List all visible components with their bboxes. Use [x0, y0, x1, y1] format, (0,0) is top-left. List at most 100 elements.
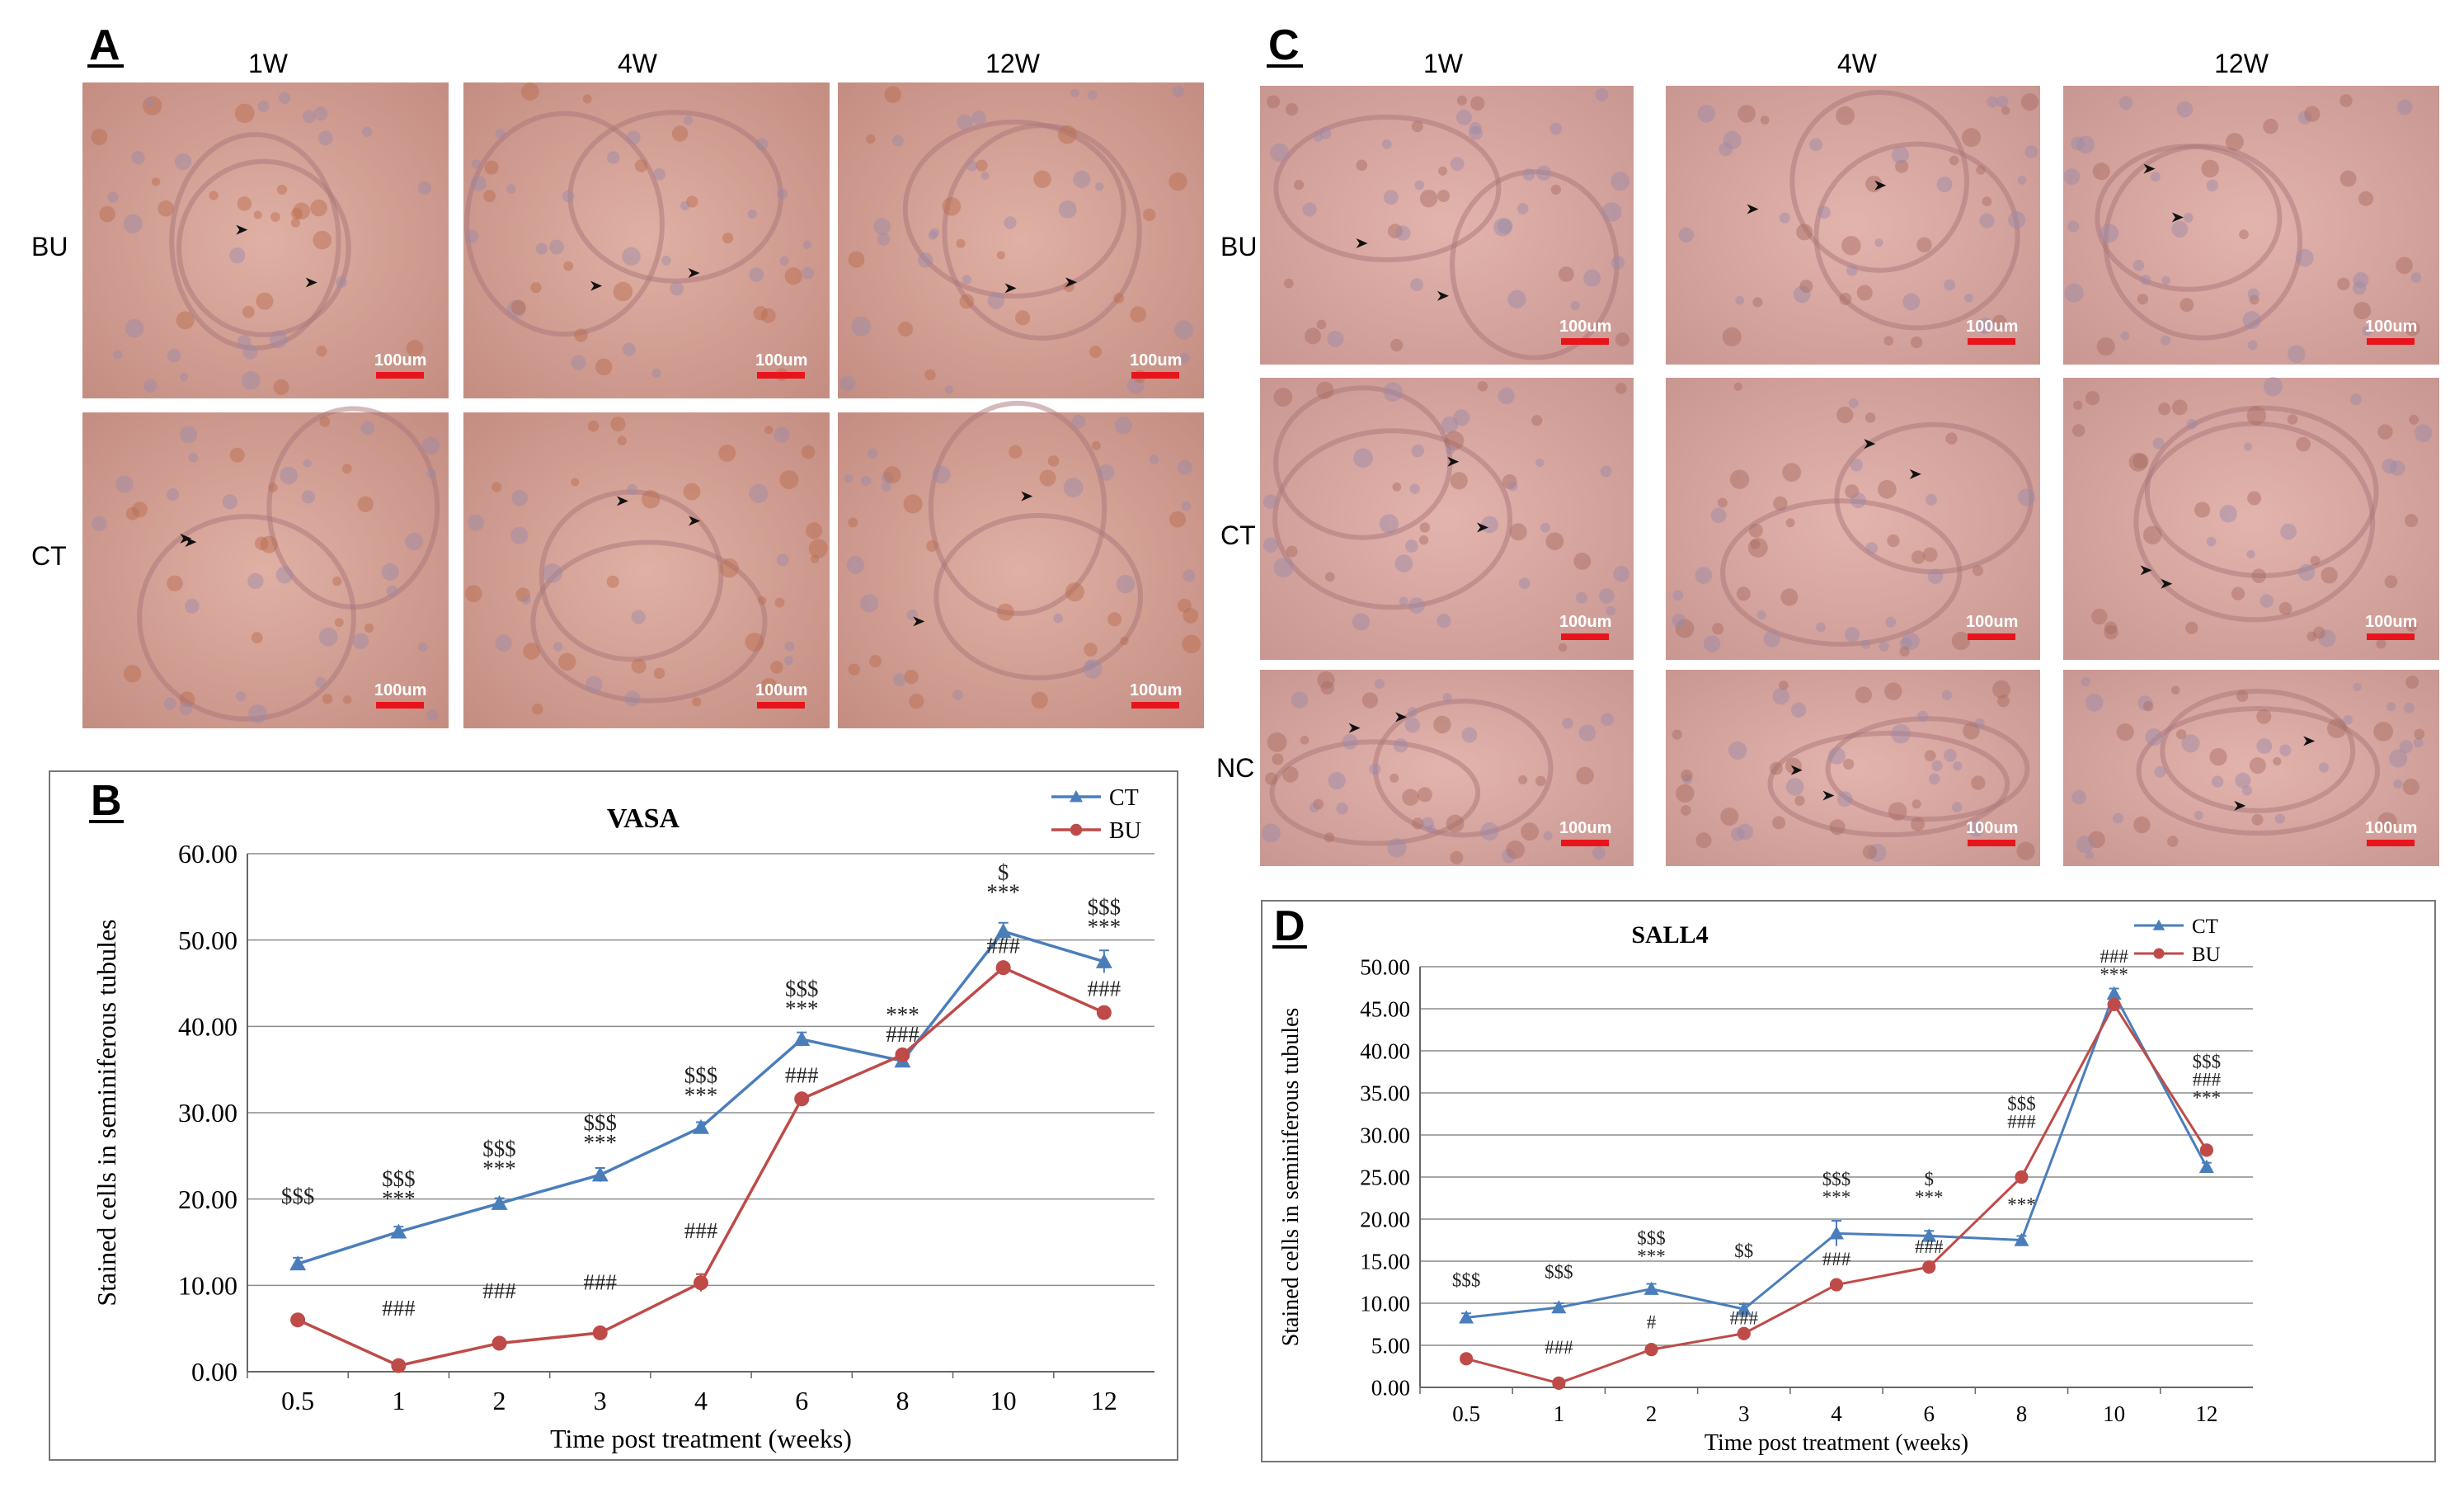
- cell-nucleus: [1943, 748, 1957, 762]
- chart-b-series-bu-point: [391, 1358, 407, 1373]
- tile-c-bu-4w: 100um: [1666, 86, 2040, 365]
- cell-nucleus: [802, 240, 812, 249]
- cell-nucleus: [1174, 320, 1194, 340]
- panel-a-row-ct: CT: [31, 541, 67, 571]
- cell-nucleus: [1317, 671, 1335, 690]
- cell-nucleus: [1320, 680, 1334, 695]
- tubule-outline: [2136, 706, 2380, 836]
- cell-nucleus: [1682, 774, 1693, 784]
- cell-nucleus: [631, 658, 647, 674]
- cell-nucleus: [1878, 479, 1897, 499]
- cell-nucleus: [143, 379, 158, 393]
- cell-nucleus: [1518, 577, 1531, 589]
- tubule-outline: [169, 132, 341, 351]
- chart-d-series-ct-point: [1736, 1302, 1752, 1316]
- cell-nucleus: [2225, 133, 2244, 152]
- chart-b-title: VASA: [607, 803, 680, 834]
- chart-d-significance-label: $$$: [2007, 1093, 2036, 1114]
- cell-nucleus: [1760, 115, 1770, 125]
- chart-b-frame: [49, 770, 1178, 1461]
- cell-nucleus: [1442, 692, 1452, 703]
- cell-nucleus: [783, 656, 793, 666]
- cell-nucleus: [313, 230, 332, 250]
- cell-nucleus: [1611, 256, 1625, 270]
- cell-nucleus: [1469, 125, 1484, 140]
- cell-nucleus: [1562, 717, 1573, 729]
- cell-nucleus: [1779, 212, 1790, 224]
- cell-nucleus: [269, 330, 288, 349]
- cell-nucleus: [956, 238, 966, 248]
- cell-nucleus: [2249, 294, 2259, 305]
- cell-nucleus: [256, 292, 274, 310]
- cell-nucleus: [506, 299, 525, 318]
- panel-c-col-1w: 1W: [1423, 49, 1464, 78]
- cell-nucleus: [235, 691, 247, 702]
- chart-d-series-ct-point: [2198, 1159, 2214, 1173]
- cell-nucleus: [2145, 728, 2163, 746]
- cell-nucleus: [483, 190, 496, 203]
- scale-bar: [1131, 372, 1179, 379]
- cell-nucleus: [2081, 676, 2090, 686]
- chart-b-xtick-label: 2: [493, 1386, 506, 1415]
- cell-nucleus: [1481, 516, 1498, 534]
- cell-nucleus: [1850, 492, 1866, 509]
- panel-d-letter: D: [1274, 902, 1305, 950]
- cell-nucleus: [928, 230, 938, 240]
- cell-nucleus: [631, 610, 646, 624]
- panel-c-row-bu: BU: [1220, 232, 1257, 261]
- cell-nucleus: [2246, 549, 2255, 559]
- chart-b-series-bu-point: [1096, 1005, 1112, 1020]
- cell-nucleus: [574, 328, 588, 342]
- cell-nucleus: [1575, 591, 1587, 604]
- cell-nucleus: [143, 96, 162, 115]
- arrow-marker-icon: [1021, 491, 1033, 501]
- cell-nucleus: [1480, 822, 1499, 841]
- cell-nucleus: [1089, 346, 1102, 359]
- cell-nucleus: [1681, 805, 1691, 816]
- cell-nucleus: [1868, 843, 1887, 862]
- cell-nucleus: [1779, 680, 1789, 690]
- chart-b-significance-label: $$$: [684, 1062, 718, 1087]
- cell-nucleus: [237, 196, 252, 211]
- cell-nucleus: [530, 282, 542, 294]
- scale-bar: [1561, 840, 1609, 846]
- cell-nucleus: [1536, 165, 1552, 181]
- chart-d-legend-label: CT: [2192, 916, 2218, 938]
- cell-nucleus: [1710, 507, 1727, 524]
- tubule-outline: [2103, 144, 2303, 341]
- tile-c-bu-1w: 100um: [1260, 86, 1634, 365]
- cell-nucleus: [1381, 139, 1392, 149]
- cell-nucleus: [2067, 220, 2080, 233]
- cell-nucleus: [980, 172, 990, 181]
- chart-d-ytick-label: 0.00: [1371, 1375, 1410, 1400]
- chart-b-series-ct-point: [1095, 953, 1112, 968]
- cell-nucleus: [234, 103, 255, 124]
- cell-nucleus: [520, 82, 539, 101]
- cell-nucleus: [360, 421, 374, 436]
- cell-nucleus: [926, 539, 938, 552]
- cell-nucleus: [276, 184, 288, 195]
- cell-nucleus: [2247, 340, 2258, 351]
- cell-nucleus: [2352, 280, 2367, 295]
- cell-nucleus: [464, 585, 482, 603]
- cell-nucleus: [1009, 445, 1023, 459]
- cell-nucleus: [770, 661, 783, 674]
- cell-nucleus: [163, 697, 176, 710]
- tubule-outline: [1834, 421, 2034, 575]
- cell-nucleus: [1414, 180, 1425, 191]
- cell-nucleus: [229, 447, 245, 463]
- chart-b-significance-label: ***: [382, 1186, 416, 1211]
- cell-nucleus: [115, 475, 134, 493]
- cell-nucleus: [684, 115, 694, 125]
- cell-nucleus: [1353, 448, 1373, 469]
- cell-nucleus: [242, 344, 258, 360]
- cell-nucleus: [1178, 598, 1192, 613]
- cell-nucleus: [2143, 525, 2162, 545]
- scale-bar: [1131, 702, 1179, 709]
- cell-nucleus: [1615, 332, 1630, 347]
- chart-d-title: SALL4: [1631, 921, 1708, 949]
- cell-nucleus: [1324, 832, 1335, 843]
- cell-nucleus: [1558, 266, 1574, 282]
- scale-bar-label: 100um: [1966, 318, 2018, 336]
- scale-bar: [2367, 840, 2415, 846]
